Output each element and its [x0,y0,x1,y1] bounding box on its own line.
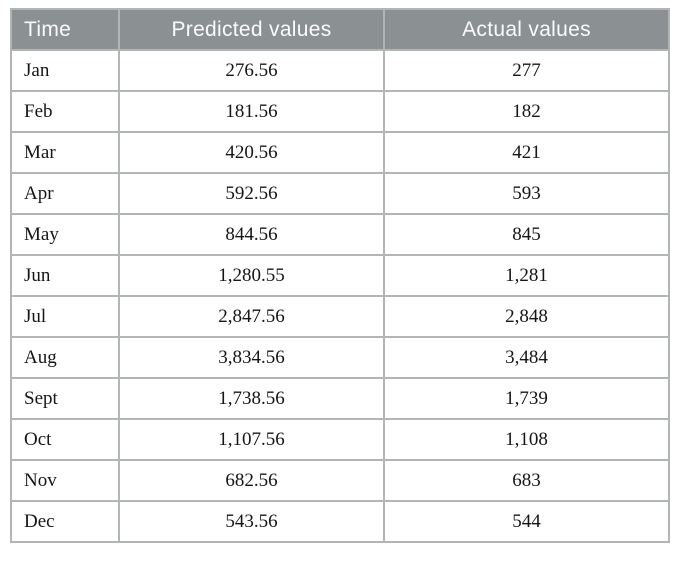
predicted-value-cell: 181.56 [118,90,385,133]
col-header-actual-values: Actual values [383,8,670,51]
actual-value-cell: 544 [383,500,670,543]
table-row: Nov 682.56 683 [10,459,670,502]
month-cell: Sept [10,377,120,420]
table-row: Jul 2,847.56 2,848 [10,295,670,338]
actual-value-cell: 845 [383,213,670,256]
actual-value-cell: 3,484 [383,336,670,379]
month-cell: Apr [10,172,120,215]
month-cell: Jun [10,254,120,297]
month-cell: Aug [10,336,120,379]
actual-value-cell: 421 [383,131,670,174]
month-cell: Dec [10,500,120,543]
month-cell: Oct [10,418,120,461]
table-row: Dec 543.56 544 [10,500,670,543]
predicted-value-cell: 1,280.55 [118,254,385,297]
header-row: Time Predicted values Actual values [10,8,670,51]
predicted-value-cell: 592.56 [118,172,385,215]
predicted-value-cell: 1,107.56 [118,418,385,461]
month-cell: May [10,213,120,256]
predicted-value-cell: 844.56 [118,213,385,256]
table-row: Jan 276.56 277 [10,49,670,92]
predicted-value-cell: 420.56 [118,131,385,174]
table-body: Jan 276.56 277 Feb 181.56 182 Mar 420.56 421 Apr 5… [10,49,670,543]
actual-value-cell: 182 [383,90,670,133]
predicted-value-cell: 1,738.56 [118,377,385,420]
table-row: Feb 181.56 182 [10,90,670,133]
actual-value-cell: 2,848 [383,295,670,338]
table-row: Sept 1,738.56 1,739 [10,377,670,420]
table-row: Jun 1,280.55 1,281 [10,254,670,297]
actual-value-cell: 277 [383,49,670,92]
actual-value-cell: 683 [383,459,670,502]
col-header-time: Time [10,8,120,51]
actual-value-cell: 593 [383,172,670,215]
table-row: May 844.56 845 [10,213,670,256]
month-cell: Jul [10,295,120,338]
predicted-value-cell: 2,847.56 [118,295,385,338]
predicted-value-cell: 682.56 [118,459,385,502]
predicted-value-cell: 543.56 [118,500,385,543]
table-row: Mar 420.56 421 [10,131,670,174]
predicted-value-cell: 276.56 [118,49,385,92]
month-cell: Jan [10,49,120,92]
actual-value-cell: 1,739 [383,377,670,420]
actual-value-cell: 1,281 [383,254,670,297]
data-table-container: Time Predicted values Actual values Jan 2… [10,8,670,543]
month-cell: Nov [10,459,120,502]
month-cell: Feb [10,90,120,133]
predicted-value-cell: 3,834.56 [118,336,385,379]
table-row: Apr 592.56 593 [10,172,670,215]
predicted-vs-actual-table: Time Predicted values Actual values Jan 2… [10,8,670,543]
actual-value-cell: 1,108 [383,418,670,461]
col-header-predicted-values: Predicted values [118,8,385,51]
table-row: Aug 3,834.56 3,484 [10,336,670,379]
month-cell: Mar [10,131,120,174]
table-row: Oct 1,107.56 1,108 [10,418,670,461]
